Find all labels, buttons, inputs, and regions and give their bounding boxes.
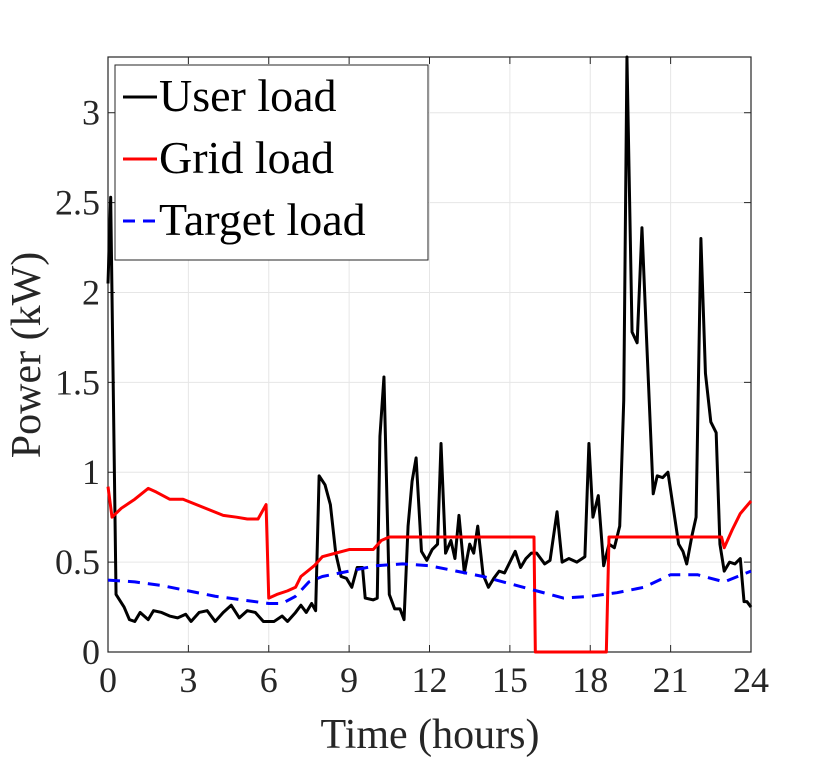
series-line	[106, 55, 753, 623]
x-tick-label: 15	[492, 660, 528, 700]
x-tick-label: 21	[653, 660, 689, 700]
y-tick-label: 1	[82, 452, 100, 492]
legend-label: Grid load	[159, 132, 334, 183]
y-tick-label: 0.5	[55, 542, 100, 582]
x-tick-label: 0	[99, 660, 117, 700]
y-tick-label: 0	[82, 632, 100, 672]
x-tick-label: 18	[572, 660, 608, 700]
x-tick-label: 3	[179, 660, 197, 700]
y-tick-label: 2	[82, 272, 100, 312]
plot-frame	[107, 56, 752, 653]
y-tick-label: 2.5	[55, 183, 100, 223]
x-tick-label: 24	[733, 660, 769, 700]
y-tick-label: 1.5	[55, 362, 100, 402]
legend-box	[114, 64, 429, 261]
y-tick-label: 3	[82, 93, 100, 133]
x-tick-label: 12	[412, 660, 448, 700]
legend-label: User load	[159, 70, 337, 121]
legend-label: Target load	[159, 194, 366, 245]
y-axis-label: Power (kW)	[4, 252, 50, 458]
series-line	[107, 562, 752, 605]
x-tick-label: 6	[260, 660, 278, 700]
x-axis-label: Time (hours)	[321, 712, 540, 758]
x-tick-label: 9	[340, 660, 358, 700]
series-line	[106, 486, 753, 654]
